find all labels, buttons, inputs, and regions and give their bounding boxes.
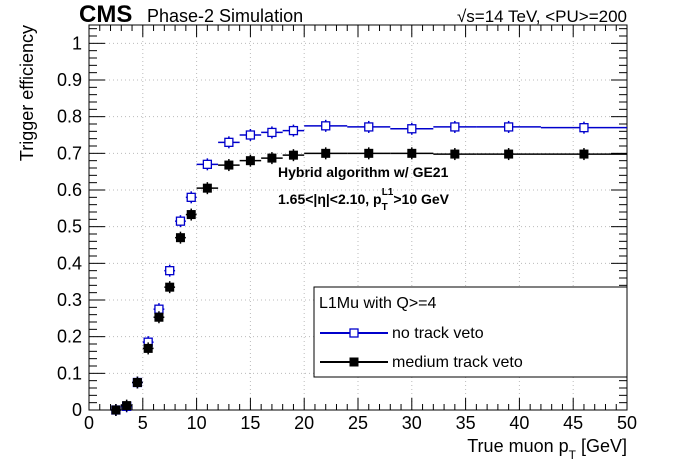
- data-point: [321, 148, 331, 158]
- data-point: [288, 150, 298, 160]
- data-point: [165, 282, 175, 292]
- x-tick-label: 25: [348, 413, 368, 433]
- legend-marker-medium-track-veto: [349, 357, 359, 367]
- y-tick-label: 0.8: [57, 107, 82, 127]
- y-tick-label: 0.3: [57, 290, 82, 310]
- data-point: [450, 149, 460, 159]
- data-point: [111, 405, 121, 415]
- data-point: [224, 160, 234, 170]
- data-point: [202, 183, 212, 193]
- data-point: [267, 127, 277, 138]
- x-tick-label: 20: [294, 413, 314, 433]
- data-point: [245, 156, 255, 166]
- data-point: [143, 343, 153, 353]
- data-point: [364, 122, 374, 132]
- simulation-label: Phase-2 Simulation: [147, 6, 303, 26]
- cms-label: CMS: [79, 1, 132, 28]
- data-point: [132, 378, 142, 387]
- legend: L1Mu with Q>=4 no track veto medium trac…: [313, 286, 628, 378]
- x-tick-label: 5: [138, 413, 148, 433]
- y-tick-label: 1: [72, 33, 82, 53]
- x-tick-label: 10: [187, 413, 207, 433]
- y-tick-label: 0: [72, 400, 82, 420]
- data-point: [579, 123, 589, 133]
- cut-label: 1.65<|η|<2.10, pT L1>10 GeV: [278, 187, 450, 213]
- series: [110, 119, 627, 416]
- x-tick-label: 30: [402, 413, 422, 433]
- y-tick-labels: 0 0.1 0.2 0.3 0.4 0.5 0.6 0.7 0.8 0.9 1: [57, 33, 82, 420]
- data-point: [186, 210, 196, 220]
- y-axis-title: Trigger efficiency: [17, 25, 37, 161]
- data-point: [202, 159, 213, 169]
- cut-label-pt: >10 GeV: [393, 191, 449, 207]
- data-point: [267, 153, 277, 163]
- data-point: [186, 192, 196, 202]
- y-tick-label: 0.7: [57, 143, 82, 163]
- cut-label-sup: L1: [382, 187, 394, 198]
- y-tick-label: 0.9: [57, 70, 82, 90]
- x-tick-label: 50: [617, 413, 637, 433]
- x-axis-title: True muon pT [GeV]: [467, 436, 627, 462]
- data-point: [407, 124, 417, 134]
- data-point: [503, 122, 514, 132]
- y-tick-label: 0.6: [57, 180, 82, 200]
- x-axis-title-sub: T: [569, 448, 577, 462]
- y-tick-label: 0.1: [57, 363, 82, 383]
- data-point: [450, 122, 460, 132]
- x-axis-title-main: True muon p: [467, 436, 568, 456]
- energy-label: √s=14 TeV, <PU>=200: [457, 7, 627, 26]
- y-tick-label: 0.4: [57, 253, 82, 273]
- data-point: [504, 149, 514, 159]
- algorithm-label: Hybrid algorithm w/ GE21: [278, 164, 449, 180]
- x-axis-title-unit: [GeV]: [576, 436, 627, 456]
- y-tick-label: 0.2: [57, 327, 82, 347]
- x-tick-labels: 0 5 10 15 20 25 30 35 40 45 50: [84, 413, 637, 433]
- data-point: [122, 401, 132, 411]
- data-point: [165, 266, 175, 276]
- axis-ticks: [88, 25, 628, 411]
- x-tick-label: 15: [240, 413, 260, 433]
- data-point: [288, 125, 299, 136]
- data-point: [321, 121, 331, 131]
- cut-label-sub: T: [382, 202, 388, 213]
- data-point: [407, 148, 417, 158]
- cut-label-eta: 1.65<|η|<2.10, p: [278, 191, 382, 207]
- series-no-track-veto: [110, 119, 627, 416]
- series-medium-track-veto: [110, 147, 627, 416]
- x-tick-label: 45: [563, 413, 583, 433]
- x-tick-label: 0: [84, 413, 94, 433]
- legend-marker-no-track-veto: [349, 328, 359, 338]
- data-point: [364, 148, 374, 158]
- data-point: [154, 312, 164, 322]
- data-point: [579, 149, 589, 159]
- data-point: [224, 137, 234, 147]
- legend-label-no-track-veto: no track veto: [392, 325, 484, 342]
- y-tick-label: 0.5: [57, 217, 82, 237]
- x-tick-label: 35: [456, 413, 476, 433]
- x-tick-label: 40: [509, 413, 529, 433]
- data-point: [245, 130, 256, 140]
- data-point: [175, 216, 186, 226]
- data-point: [175, 233, 185, 243]
- legend-label-medium-track-veto: medium track veto: [392, 354, 523, 371]
- legend-header: L1Mu with Q>=4: [319, 295, 437, 312]
